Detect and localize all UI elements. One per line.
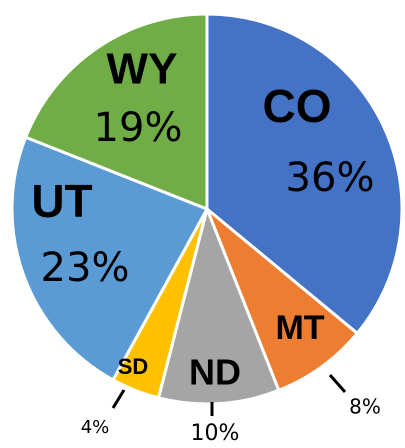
slice-percent: 10% bbox=[191, 421, 240, 446]
slice-name: MT bbox=[275, 309, 324, 347]
slice-name: WY bbox=[107, 45, 178, 94]
pie-slice bbox=[10, 135, 210, 382]
slice-percent: 8% bbox=[349, 395, 381, 419]
pie-slice bbox=[23, 12, 209, 212]
slice-name: CO bbox=[263, 80, 332, 132]
slice-name: SD bbox=[118, 354, 149, 379]
slice-name: UT bbox=[31, 175, 92, 227]
slice-percent: 19% bbox=[94, 105, 183, 151]
slice-percent: 23% bbox=[41, 245, 130, 291]
pie-slice bbox=[205, 207, 360, 393]
slice-percent: 4% bbox=[81, 417, 110, 438]
pie-slice bbox=[205, 12, 404, 336]
slice-name: ND bbox=[189, 352, 241, 393]
pie-slice bbox=[156, 204, 281, 406]
leader-line bbox=[328, 374, 347, 393]
leader-line bbox=[111, 389, 126, 409]
slice-percent: 36% bbox=[286, 155, 375, 201]
